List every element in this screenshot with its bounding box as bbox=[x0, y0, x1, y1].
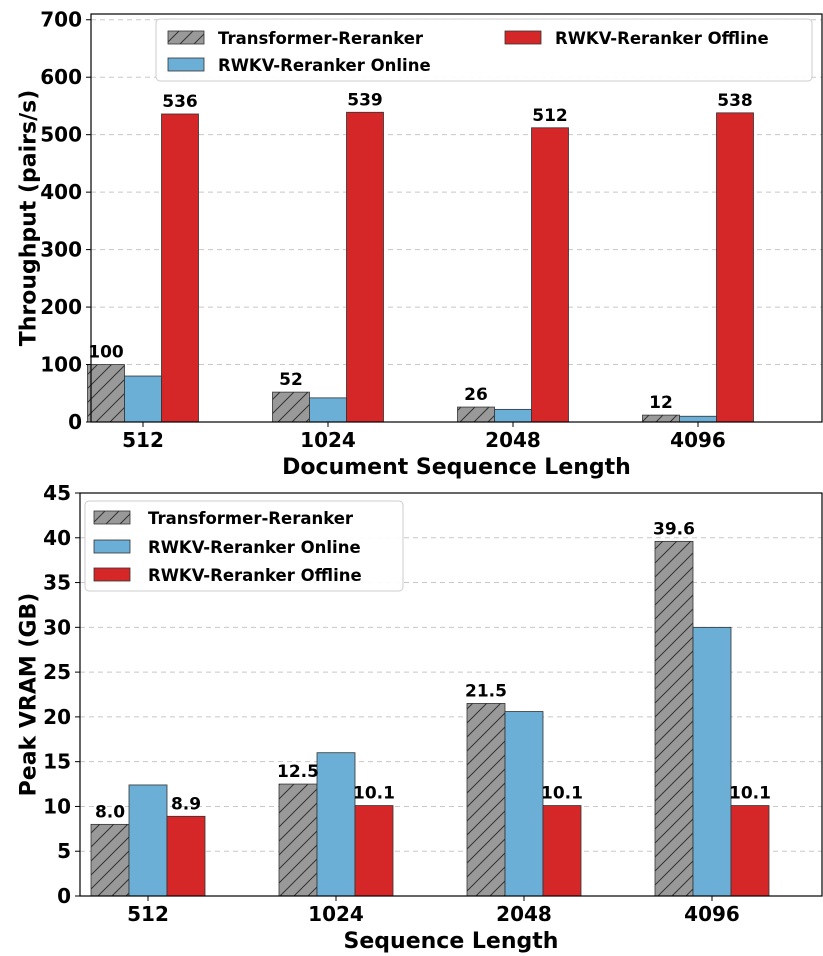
legend-box bbox=[155, 18, 813, 82]
y-tick-label: 500 bbox=[40, 123, 82, 147]
legend-label-transformer: Transformer-Reranker bbox=[148, 509, 354, 528]
bar-offline-512 bbox=[166, 815, 206, 897]
bar-transformer-512 bbox=[87, 364, 125, 423]
legend-swatch-transformer bbox=[167, 30, 205, 45]
y-tick-label: 400 bbox=[40, 180, 82, 204]
x-tick-label: 1024 bbox=[300, 428, 356, 452]
legend: Transformer-Reranker RWKV-Reranker Online… bbox=[84, 500, 404, 592]
data-label: 52 bbox=[279, 370, 303, 390]
y-tick-label: 15 bbox=[43, 750, 71, 774]
bar-offline-512 bbox=[161, 113, 199, 423]
y-tick-label: 300 bbox=[40, 238, 82, 262]
data-label: 8.9 bbox=[171, 794, 201, 814]
x-axis-label: Document Sequence Length bbox=[282, 455, 631, 480]
bar-transformer-2048 bbox=[466, 703, 506, 897]
data-label: 39.6 bbox=[653, 519, 695, 539]
data-label: 21.5 bbox=[465, 681, 507, 701]
bar-online-1024 bbox=[316, 752, 356, 897]
bar-transformer-4096 bbox=[654, 540, 694, 897]
data-label: 10.1 bbox=[353, 784, 395, 804]
data-label: 10.1 bbox=[729, 784, 771, 804]
legend-label-offline: RWKV-Reranker Offline bbox=[148, 566, 362, 585]
vram-chart: 8.0 8.9 12.5 10.1 21.5 10.1 39.6 10.1 0 5 10 15 20 2… bbox=[17, 481, 823, 954]
data-label: 538 bbox=[717, 91, 753, 111]
legend-box bbox=[84, 500, 404, 592]
bar-offline-2048 bbox=[531, 127, 569, 423]
data-label: 536 bbox=[162, 92, 198, 112]
bar-offline-4096 bbox=[716, 112, 754, 423]
bar-transformer-1024 bbox=[278, 783, 318, 897]
data-label: 539 bbox=[347, 90, 383, 110]
bar-online-512 bbox=[128, 784, 168, 897]
legend-label-transformer: Transformer-Reranker bbox=[218, 29, 424, 48]
data-label: 100 bbox=[88, 343, 124, 363]
y-axis-label: Throughput (pairs/s) bbox=[17, 90, 42, 347]
data-label: 512 bbox=[532, 106, 568, 126]
bar-transformer-1024 bbox=[272, 391, 310, 423]
x-axis-label: Sequence Length bbox=[344, 929, 559, 954]
bar-transformer-2048 bbox=[457, 406, 495, 423]
bar-online-512 bbox=[124, 375, 162, 423]
legend-label-online: RWKV-Reranker Online bbox=[218, 56, 431, 75]
bar-online-2048 bbox=[504, 711, 544, 897]
y-tick-label: 0 bbox=[57, 884, 71, 908]
x-tick-label: 1024 bbox=[308, 902, 364, 926]
legend-swatch-offline bbox=[93, 567, 131, 582]
x-tick-label: 4096 bbox=[684, 902, 740, 926]
legend-swatch-offline bbox=[504, 30, 542, 45]
plot-frame bbox=[90, 13, 823, 423]
bar-transformer-512 bbox=[90, 823, 130, 897]
legend-swatch-transformer bbox=[93, 510, 131, 525]
bar-offline-4096 bbox=[730, 805, 770, 897]
y-tick-label: 25 bbox=[43, 660, 71, 684]
bar-online-2048 bbox=[494, 408, 532, 423]
y-tick-label: 35 bbox=[43, 571, 71, 595]
y-tick-label: 0 bbox=[68, 410, 82, 434]
data-label: 26 bbox=[464, 385, 488, 405]
y-tick-label: 700 bbox=[40, 8, 82, 32]
legend-swatch-online bbox=[93, 539, 131, 554]
y-tick-label: 5 bbox=[57, 839, 71, 863]
bar-transformer-4096 bbox=[642, 414, 680, 423]
data-label: 12 bbox=[649, 393, 673, 413]
y-tick-label: 200 bbox=[40, 295, 82, 319]
x-tick-label: 2048 bbox=[496, 902, 552, 926]
legend-swatch-online bbox=[167, 57, 205, 72]
y-tick-label: 10 bbox=[43, 794, 71, 818]
y-axis-label: Peak VRAM (GB) bbox=[17, 593, 42, 797]
data-label: 12.5 bbox=[277, 762, 319, 782]
y-tick-label: 600 bbox=[40, 65, 82, 89]
y-tick-label: 100 bbox=[40, 353, 82, 377]
legend-label-online: RWKV-Reranker Online bbox=[148, 538, 361, 557]
bar-online-1024 bbox=[309, 397, 347, 423]
x-tick-label: 2048 bbox=[485, 428, 541, 452]
bar-online-4096 bbox=[679, 415, 717, 423]
plot-frame bbox=[79, 492, 823, 897]
x-tick-label: 512 bbox=[122, 428, 164, 452]
legend-label-offline: RWKV-Reranker Offline bbox=[555, 29, 769, 48]
y-tick-label: 40 bbox=[43, 526, 71, 550]
bar-offline-1024 bbox=[346, 111, 384, 423]
bar-online-4096 bbox=[692, 626, 732, 897]
y-tick-label: 45 bbox=[43, 481, 71, 505]
bar-offline-2048 bbox=[542, 805, 582, 897]
y-tick-label: 20 bbox=[43, 705, 71, 729]
x-tick-label: 4096 bbox=[670, 428, 726, 452]
legend: Transformer-Reranker RWKV-Reranker Online… bbox=[155, 18, 813, 82]
x-tick-label: 512 bbox=[127, 902, 169, 926]
data-label: 10.1 bbox=[541, 784, 583, 804]
throughput-chart: 100 536 52 539 26 512 12 538 0 100 200 300 400 500 60… bbox=[17, 8, 823, 480]
bar-offline-1024 bbox=[354, 805, 394, 897]
y-tick-label: 30 bbox=[43, 615, 71, 639]
data-label: 8.0 bbox=[95, 802, 125, 822]
